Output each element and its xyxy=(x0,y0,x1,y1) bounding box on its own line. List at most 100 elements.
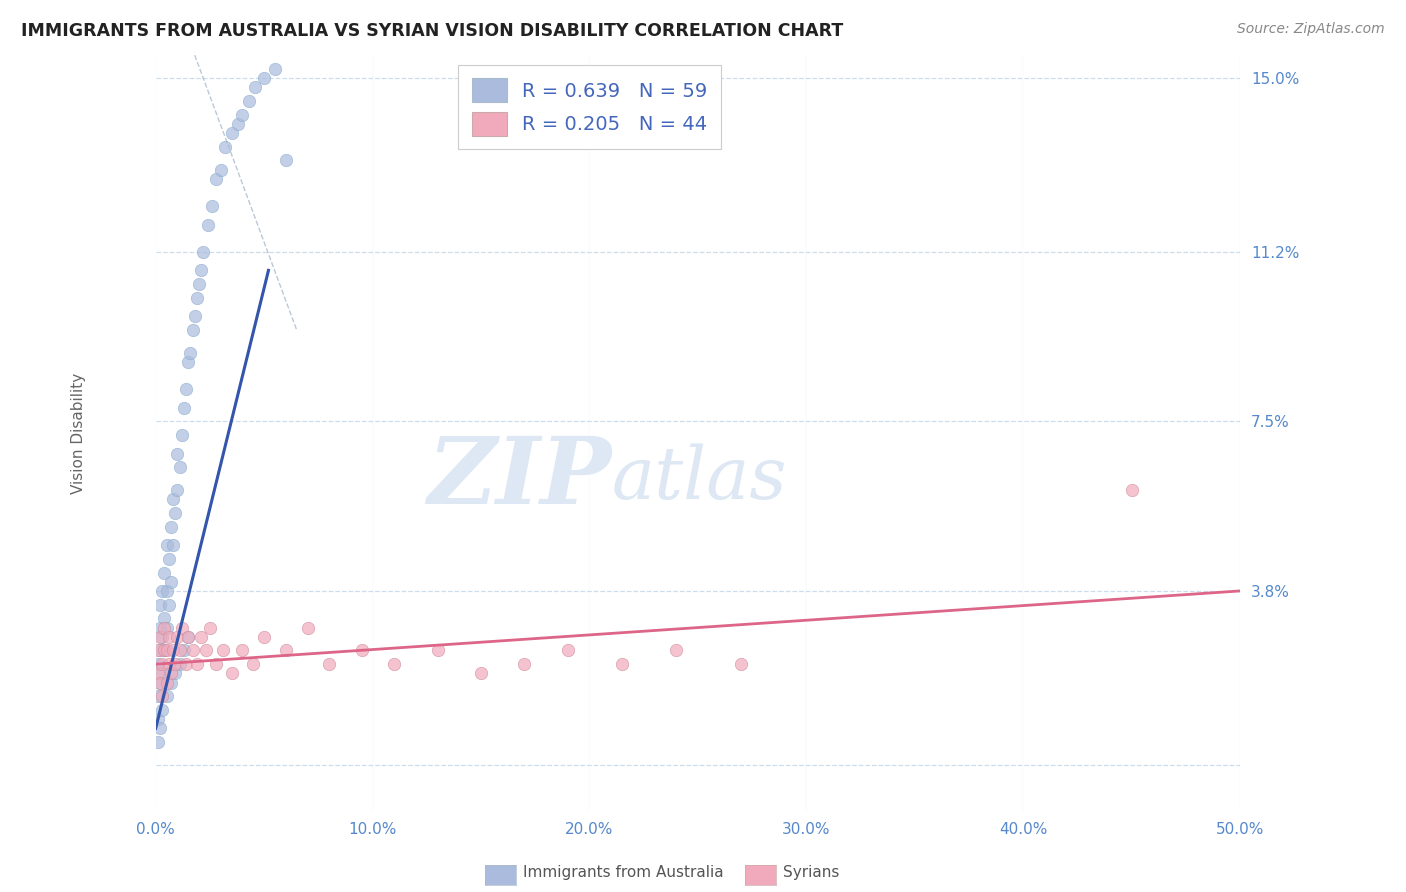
Point xyxy=(166,446,188,460)
Point xyxy=(350,643,373,657)
Point xyxy=(150,666,173,681)
Point xyxy=(160,666,183,681)
Point xyxy=(153,621,176,635)
Point xyxy=(165,506,187,520)
Point xyxy=(242,657,264,672)
Text: ZIP: ZIP xyxy=(427,434,612,524)
Point xyxy=(557,643,579,657)
Point xyxy=(181,323,204,337)
Point xyxy=(253,70,276,85)
Point xyxy=(194,643,217,657)
Point xyxy=(150,630,173,644)
Point xyxy=(197,218,219,232)
Point xyxy=(274,153,297,168)
Point xyxy=(177,355,200,369)
Point xyxy=(149,675,172,690)
Point xyxy=(169,657,191,672)
Text: IMMIGRANTS FROM AUSTRALIA VS SYRIAN VISION DISABILITY CORRELATION CHART: IMMIGRANTS FROM AUSTRALIA VS SYRIAN VISI… xyxy=(21,22,844,40)
Point xyxy=(157,598,180,612)
Point xyxy=(146,666,169,681)
Point xyxy=(209,162,232,177)
Point xyxy=(150,690,173,704)
Point xyxy=(157,552,180,566)
Point xyxy=(221,666,243,681)
Point xyxy=(190,263,212,277)
Point xyxy=(730,657,752,672)
Point xyxy=(382,657,405,672)
Point xyxy=(181,643,204,657)
Point xyxy=(665,643,688,657)
Point xyxy=(146,690,169,704)
Legend: R = 0.639   N = 59, R = 0.205   N = 44: R = 0.639 N = 59, R = 0.205 N = 44 xyxy=(458,65,721,149)
Point xyxy=(264,62,287,76)
Point xyxy=(155,643,177,657)
Point xyxy=(173,643,195,657)
Point xyxy=(174,383,197,397)
Point xyxy=(149,630,172,644)
Point xyxy=(170,428,193,442)
Point xyxy=(201,199,224,213)
Point xyxy=(231,108,253,122)
Point xyxy=(170,621,193,635)
Point xyxy=(150,657,173,672)
Point xyxy=(155,690,177,704)
Text: atlas: atlas xyxy=(612,443,786,514)
Text: Source: ZipAtlas.com: Source: ZipAtlas.com xyxy=(1237,22,1385,37)
Point xyxy=(174,657,197,672)
Point xyxy=(150,703,173,717)
Point xyxy=(318,657,340,672)
Point xyxy=(162,643,184,657)
Point xyxy=(183,309,205,323)
Point xyxy=(177,630,200,644)
Point xyxy=(149,675,172,690)
Point xyxy=(177,630,200,644)
Point xyxy=(165,657,187,672)
Point xyxy=(153,643,176,657)
Point xyxy=(179,346,201,360)
Point xyxy=(166,483,188,498)
Point xyxy=(190,630,212,644)
Point xyxy=(160,520,183,534)
Point xyxy=(146,657,169,672)
Point xyxy=(198,621,221,635)
Point xyxy=(157,630,180,644)
Point xyxy=(226,117,249,131)
Point xyxy=(231,643,253,657)
Point xyxy=(169,643,191,657)
Point xyxy=(149,643,172,657)
Y-axis label: Vision Disability: Vision Disability xyxy=(72,372,86,493)
Point xyxy=(188,277,211,292)
Text: Syrians: Syrians xyxy=(783,865,839,880)
Point xyxy=(146,735,169,749)
Point xyxy=(212,643,235,657)
Point xyxy=(238,94,260,108)
Point xyxy=(205,657,228,672)
Point xyxy=(155,538,177,552)
Point xyxy=(470,666,492,681)
Point xyxy=(253,630,276,644)
Point xyxy=(160,675,183,690)
Point xyxy=(214,139,236,153)
Point xyxy=(153,611,176,625)
Point xyxy=(149,598,172,612)
Point xyxy=(274,643,297,657)
Point xyxy=(162,492,184,507)
Point xyxy=(245,80,267,95)
Point xyxy=(149,722,172,736)
Point xyxy=(153,566,176,580)
Point xyxy=(169,460,191,475)
Point xyxy=(155,675,177,690)
Point xyxy=(146,712,169,726)
Point xyxy=(186,657,208,672)
Point xyxy=(155,583,177,598)
Point xyxy=(160,574,183,589)
Point xyxy=(150,583,173,598)
Point xyxy=(165,666,187,681)
Point xyxy=(155,621,177,635)
Point xyxy=(166,630,188,644)
Point xyxy=(205,171,228,186)
Point xyxy=(149,621,172,635)
Point xyxy=(426,643,449,657)
Point xyxy=(153,643,176,657)
Point xyxy=(162,538,184,552)
